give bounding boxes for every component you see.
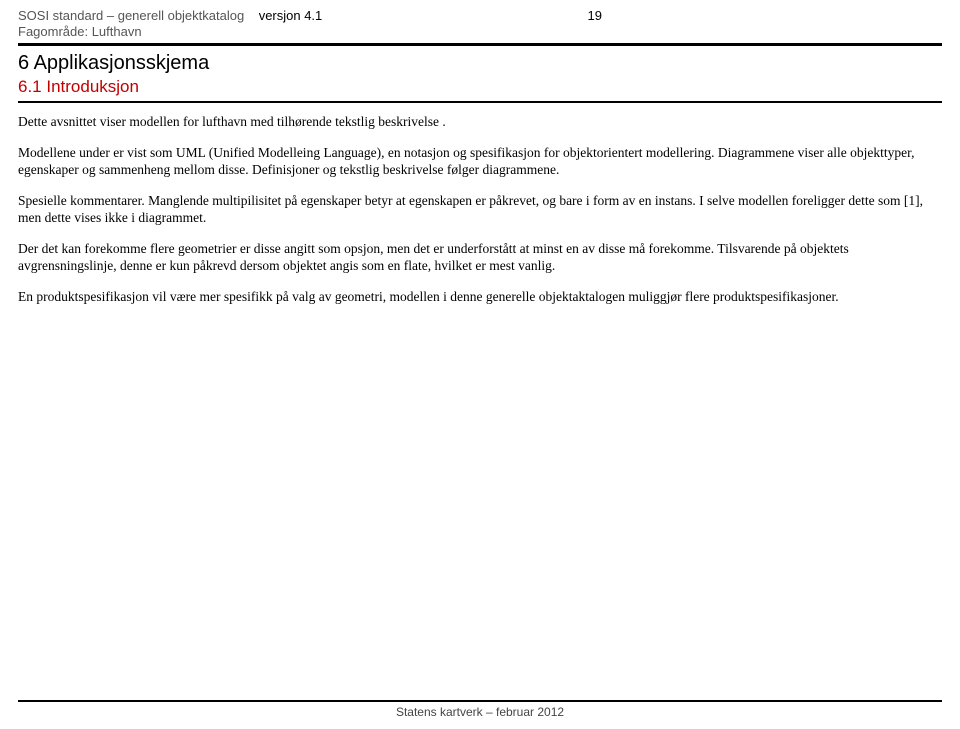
page-footer: Statens kartverk – februar 2012	[18, 700, 942, 719]
page-header: SOSI standard – generell objektkatalog v…	[18, 8, 942, 23]
document-page: SOSI standard – generell objektkatalog v…	[0, 0, 960, 305]
header-title: SOSI standard – generell objektkatalog	[18, 8, 244, 23]
body-content: Dette avsnittet viser modellen for lufth…	[18, 113, 942, 305]
footer-rule	[18, 700, 942, 702]
header-rule	[18, 43, 942, 46]
header-subtitle: Fagområde: Lufthavn	[18, 24, 942, 39]
page-number: 19	[588, 8, 942, 23]
section-rule	[18, 101, 942, 103]
paragraph: En produktspesifikasjon vil være mer spe…	[18, 288, 942, 306]
paragraph: Der det kan forekomme flere geometrier e…	[18, 240, 942, 275]
paragraph: Spesielle kommentarer. Manglende multipi…	[18, 192, 942, 227]
paragraph: Dette avsnittet viser modellen for lufth…	[18, 113, 942, 131]
header-title-line: SOSI standard – generell objektkatalog v…	[18, 8, 322, 23]
paragraph: Modellene under er vist som UML (Unified…	[18, 144, 942, 179]
section-heading-1: 6 Applikasjonsskjema	[18, 52, 942, 75]
header-version: versjon 4.1	[259, 8, 323, 23]
section-heading-2: 6.1 Introduksjon	[18, 77, 942, 97]
footer-text: Statens kartverk – februar 2012	[18, 705, 942, 719]
